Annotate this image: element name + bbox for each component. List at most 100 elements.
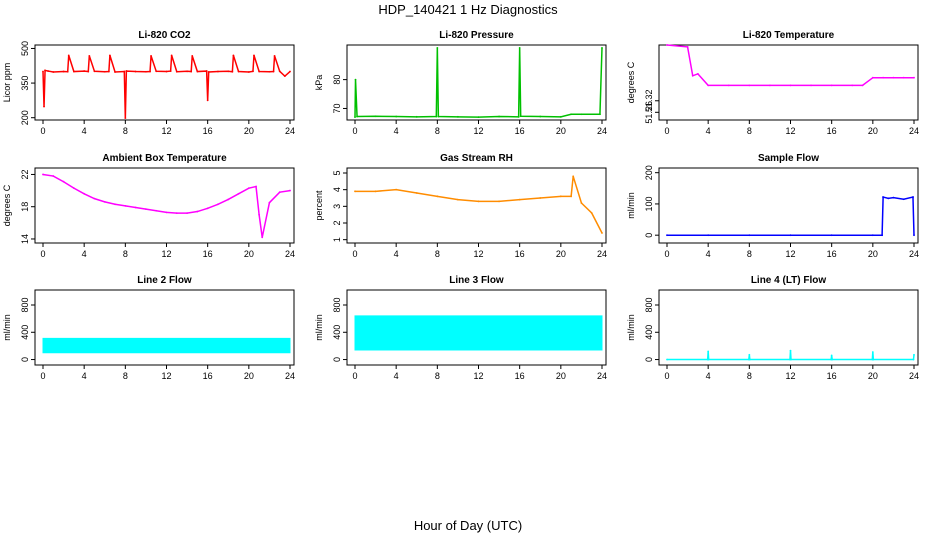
data-point <box>196 70 199 73</box>
y-axis-label: ml/min <box>626 314 636 341</box>
data-point <box>882 76 885 79</box>
data-point <box>789 84 792 87</box>
data-point <box>107 70 110 73</box>
data-point <box>268 70 271 73</box>
data-point <box>145 208 147 211</box>
data-point <box>912 196 914 198</box>
x-tick-label: 0 <box>40 371 45 381</box>
data-point <box>114 203 116 206</box>
x-tick-label: 24 <box>285 249 295 259</box>
data-point <box>227 70 230 73</box>
panel-title: Li-820 CO2 <box>138 30 191 41</box>
x-tick-label: 12 <box>161 371 171 381</box>
panel-9: Line 4 (LT) Flow ml/min 0 4 8 12 16 20 24 0 400 800 <box>626 275 919 381</box>
x-tick-label: 20 <box>868 126 878 136</box>
x-tick-label: 0 <box>664 126 669 136</box>
data-point <box>232 54 235 57</box>
data-point <box>570 195 573 198</box>
data-point <box>477 116 480 119</box>
plot-frame <box>658 289 919 366</box>
data-point <box>83 192 86 195</box>
data-point <box>123 70 126 73</box>
x-tick-label: 4 <box>706 371 711 381</box>
x-tick-label: 8 <box>747 126 752 136</box>
data-point <box>206 207 209 210</box>
data-point <box>892 76 895 79</box>
data-point <box>517 115 520 118</box>
data-point <box>268 201 271 204</box>
y-tick-label: 0 <box>20 357 30 362</box>
y-tick-label: 400 <box>20 325 30 340</box>
data-point <box>354 116 356 119</box>
panel-7: Line 2 Flow ml/min 0 4 8 12 16 20 24 0 400 800 <box>2 275 295 381</box>
data-point <box>436 195 439 198</box>
data-point <box>165 211 168 214</box>
data-point <box>255 185 257 188</box>
data-point <box>83 70 86 72</box>
x-tick-label: 12 <box>785 126 795 136</box>
x-tick-label: 0 <box>352 249 357 259</box>
data-point <box>150 54 152 57</box>
y-axis-label: ml/min <box>2 314 12 341</box>
data-point <box>44 69 46 72</box>
y-axis-label: percent <box>314 190 324 221</box>
data-point <box>278 191 281 194</box>
data-point <box>831 358 834 361</box>
x-tick-label: 20 <box>244 371 254 381</box>
x-tick-label: 8 <box>747 249 752 259</box>
data-point <box>374 190 377 193</box>
x-tick-label: 16 <box>203 371 213 381</box>
data-point <box>231 70 234 73</box>
data-point <box>190 70 193 73</box>
data-point <box>52 71 55 73</box>
data-point <box>882 196 885 198</box>
y-tick-label: 70 <box>332 103 342 113</box>
data-point <box>252 70 254 73</box>
y-tick-label: 800 <box>332 297 342 312</box>
x-tick-label: 0 <box>352 371 357 381</box>
data-point <box>175 212 178 215</box>
series-line <box>667 196 915 236</box>
x-tick-label: 16 <box>827 126 837 136</box>
plot-frame <box>34 167 295 244</box>
data-point <box>601 46 603 49</box>
data-point <box>289 70 291 73</box>
x-tick-label: 20 <box>556 371 566 381</box>
data-point <box>435 115 438 118</box>
data-point <box>871 76 874 79</box>
x-tick-label: 24 <box>909 249 919 259</box>
data-point <box>519 115 522 118</box>
data-point <box>149 70 151 73</box>
data-point <box>769 84 771 87</box>
data-point <box>47 70 50 72</box>
y-tick-label: 80 <box>332 75 342 85</box>
data-point <box>278 70 281 73</box>
data-point <box>902 198 905 201</box>
data-point <box>72 70 75 73</box>
data-point <box>206 99 209 102</box>
y-axis-label: degrees C <box>2 184 12 226</box>
y-tick-label: 0 <box>332 357 342 362</box>
data-point <box>217 70 219 73</box>
data-point <box>872 358 875 361</box>
x-tick-label: 0 <box>40 249 45 259</box>
x-tick-label: 8 <box>435 371 440 381</box>
data-point <box>539 197 542 199</box>
y-tick-label: 51.26 <box>644 101 654 124</box>
data-point <box>356 115 358 118</box>
data-point <box>134 206 137 209</box>
panel-4: Ambient Box Temperature degrees C 0 4 8 12 16 2… <box>2 153 295 259</box>
y-axis-label: kPa <box>314 75 324 91</box>
x-tick-label: 16 <box>203 126 213 136</box>
data-point <box>52 175 55 177</box>
panel-title: Ambient Box Temperature <box>102 153 227 164</box>
data-point <box>145 70 147 73</box>
data-point <box>175 70 178 73</box>
y-tick-label: 100 <box>644 196 654 211</box>
x-tick-label: 24 <box>285 371 295 381</box>
x-tick-label: 0 <box>664 249 669 259</box>
data-point <box>196 210 199 213</box>
x-tick-label: 16 <box>203 249 213 259</box>
data-point <box>518 198 521 201</box>
data-point <box>789 349 792 352</box>
